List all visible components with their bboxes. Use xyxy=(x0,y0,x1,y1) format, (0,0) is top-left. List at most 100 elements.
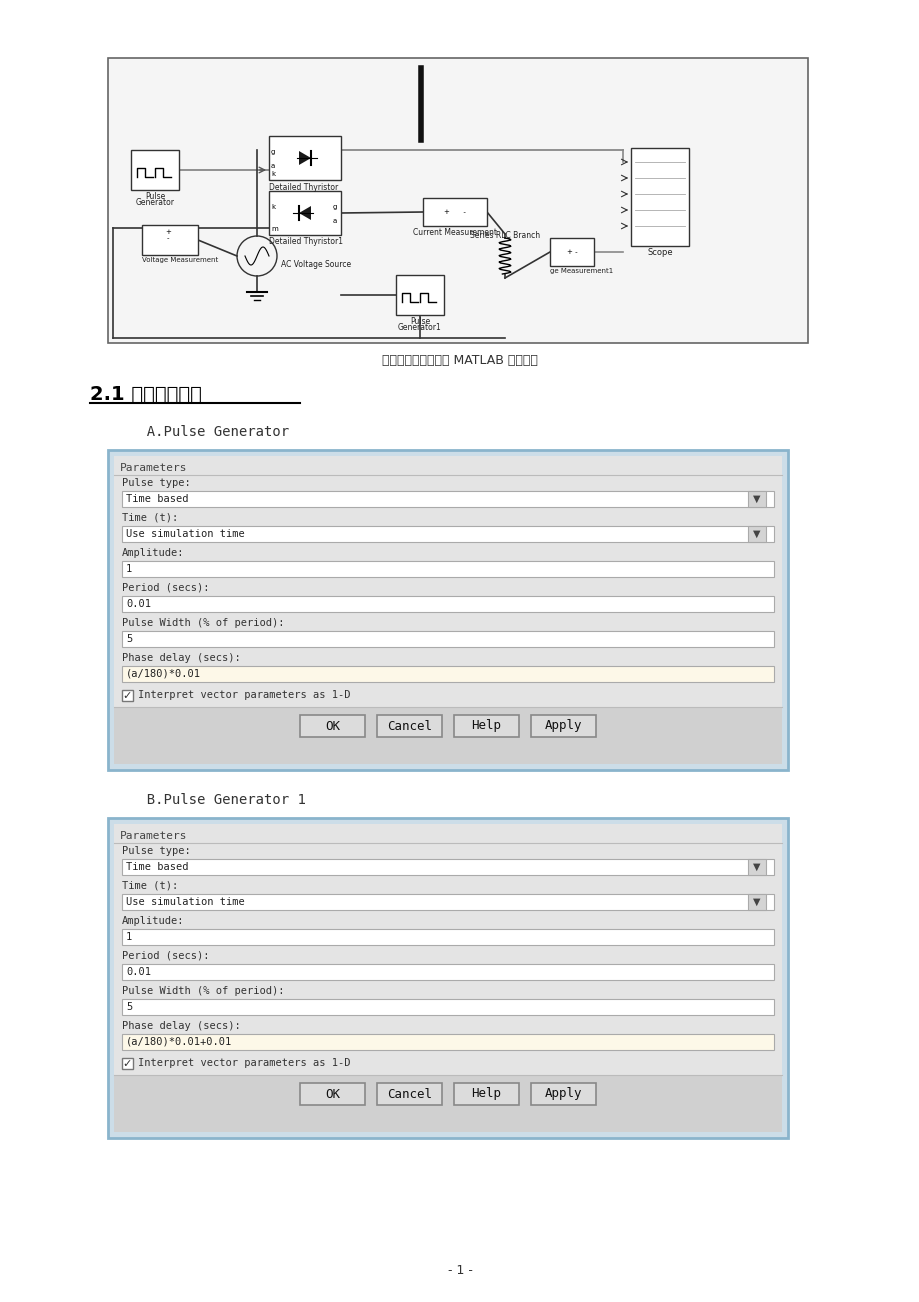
Text: ▼: ▼ xyxy=(753,529,760,539)
Text: Amplitude:: Amplitude: xyxy=(122,917,185,926)
FancyBboxPatch shape xyxy=(108,59,807,342)
Text: Apply: Apply xyxy=(544,720,582,733)
Bar xyxy=(550,238,594,266)
Text: Help: Help xyxy=(471,1087,501,1100)
Text: Time (t):: Time (t): xyxy=(122,881,178,891)
Bar xyxy=(453,1083,518,1105)
Bar xyxy=(122,596,773,612)
Text: A.Pulse Generator: A.Pulse Generator xyxy=(130,424,289,439)
Text: Pulse Width (% of period):: Pulse Width (% of period): xyxy=(122,986,284,996)
Text: Scope: Scope xyxy=(646,247,672,256)
Text: 1: 1 xyxy=(126,564,132,574)
Bar xyxy=(122,859,773,875)
Text: Pulse: Pulse xyxy=(410,316,430,326)
Text: Period (secs):: Period (secs): xyxy=(122,583,210,592)
Text: Voltage Measurement: Voltage Measurement xyxy=(142,256,218,263)
Text: 单相交流调压电路的 MATLAB 仿真模型: 单相交流调压电路的 MATLAB 仿真模型 xyxy=(381,354,538,366)
Bar xyxy=(122,963,773,980)
Bar xyxy=(122,1059,133,1069)
Text: Help: Help xyxy=(471,720,501,733)
Bar xyxy=(122,930,773,945)
Text: (a/180)*0.01+0.01: (a/180)*0.01+0.01 xyxy=(126,1036,232,1047)
Bar xyxy=(530,1083,596,1105)
Text: Current Measurement: Current Measurement xyxy=(413,228,496,237)
Text: ge Measurement1: ge Measurement1 xyxy=(550,268,613,273)
Text: a: a xyxy=(333,217,336,224)
Polygon shape xyxy=(299,151,311,165)
Bar xyxy=(423,198,486,227)
Bar xyxy=(122,667,773,682)
Bar xyxy=(630,148,688,246)
Text: ✓: ✓ xyxy=(122,1059,132,1069)
Text: OK: OK xyxy=(324,720,340,733)
Bar xyxy=(747,859,766,875)
Text: Apply: Apply xyxy=(544,1087,582,1100)
Text: + -: + - xyxy=(566,249,577,255)
Text: Time (t):: Time (t): xyxy=(122,513,178,523)
Bar xyxy=(530,715,596,737)
Text: Parameters: Parameters xyxy=(119,464,187,473)
Bar xyxy=(108,450,788,769)
Text: Amplitude:: Amplitude: xyxy=(122,548,185,559)
Text: Detailed Thyristor: Detailed Thyristor xyxy=(268,184,338,191)
Text: Phase delay (secs):: Phase delay (secs): xyxy=(122,654,241,663)
Text: Interpret vector parameters as 1-D: Interpret vector parameters as 1-D xyxy=(138,690,350,699)
Bar xyxy=(747,491,766,506)
Bar xyxy=(747,894,766,910)
Text: Generator1: Generator1 xyxy=(398,323,441,332)
Bar xyxy=(377,1083,441,1105)
Text: +
-: + - xyxy=(165,228,171,241)
Text: k: k xyxy=(271,204,275,210)
Text: Cancel: Cancel xyxy=(387,720,432,733)
Bar xyxy=(114,707,781,764)
Text: (a/180)*0.01: (a/180)*0.01 xyxy=(126,669,200,680)
Text: AC Voltage Source: AC Voltage Source xyxy=(280,260,351,270)
Text: g: g xyxy=(333,204,336,210)
Text: Pulse type:: Pulse type: xyxy=(122,478,190,488)
Text: Period (secs):: Period (secs): xyxy=(122,950,210,961)
Text: ✓: ✓ xyxy=(122,690,132,700)
Text: Cancel: Cancel xyxy=(387,1087,432,1100)
Text: 1: 1 xyxy=(126,932,132,943)
Bar xyxy=(300,715,365,737)
Text: 5: 5 xyxy=(126,634,132,644)
Text: B.Pulse Generator 1: B.Pulse Generator 1 xyxy=(130,793,305,807)
Bar xyxy=(122,894,773,910)
Bar xyxy=(377,715,441,737)
Text: Series RLC Branch: Series RLC Branch xyxy=(470,230,539,240)
Bar xyxy=(453,715,518,737)
Bar xyxy=(300,1083,365,1105)
Text: Use simulation time: Use simulation time xyxy=(126,897,244,907)
Bar xyxy=(142,225,198,255)
Text: Pulse: Pulse xyxy=(144,191,165,201)
Bar xyxy=(395,275,444,315)
Text: Generator: Generator xyxy=(135,198,175,207)
Text: a: a xyxy=(271,163,275,169)
Text: Parameters: Parameters xyxy=(119,831,187,841)
Text: - 1 -: - 1 - xyxy=(447,1263,472,1276)
Text: Pulse type:: Pulse type: xyxy=(122,846,190,855)
Text: ▼: ▼ xyxy=(753,897,760,907)
Bar xyxy=(122,631,773,647)
Polygon shape xyxy=(299,206,311,220)
Text: Time based: Time based xyxy=(126,493,188,504)
Bar xyxy=(122,999,773,1016)
Text: +      -: + - xyxy=(444,210,465,215)
Bar xyxy=(114,1075,781,1131)
Text: 0.01: 0.01 xyxy=(126,967,151,976)
Bar xyxy=(747,526,766,542)
Text: 0.01: 0.01 xyxy=(126,599,151,609)
Text: 2.1 模型参数设置: 2.1 模型参数设置 xyxy=(90,385,201,404)
Bar xyxy=(122,561,773,577)
Bar xyxy=(114,456,781,764)
Text: Interpret vector parameters as 1-D: Interpret vector parameters as 1-D xyxy=(138,1057,350,1068)
Bar xyxy=(122,526,773,542)
Text: Pulse Width (% of period):: Pulse Width (% of period): xyxy=(122,618,284,628)
Bar xyxy=(114,824,781,1131)
Text: ▼: ▼ xyxy=(753,862,760,872)
Text: Detailed Thyristor1: Detailed Thyristor1 xyxy=(268,237,343,246)
Text: 5: 5 xyxy=(126,1003,132,1012)
Bar xyxy=(108,818,788,1138)
Text: Phase delay (secs):: Phase delay (secs): xyxy=(122,1021,241,1031)
Bar xyxy=(268,135,341,180)
